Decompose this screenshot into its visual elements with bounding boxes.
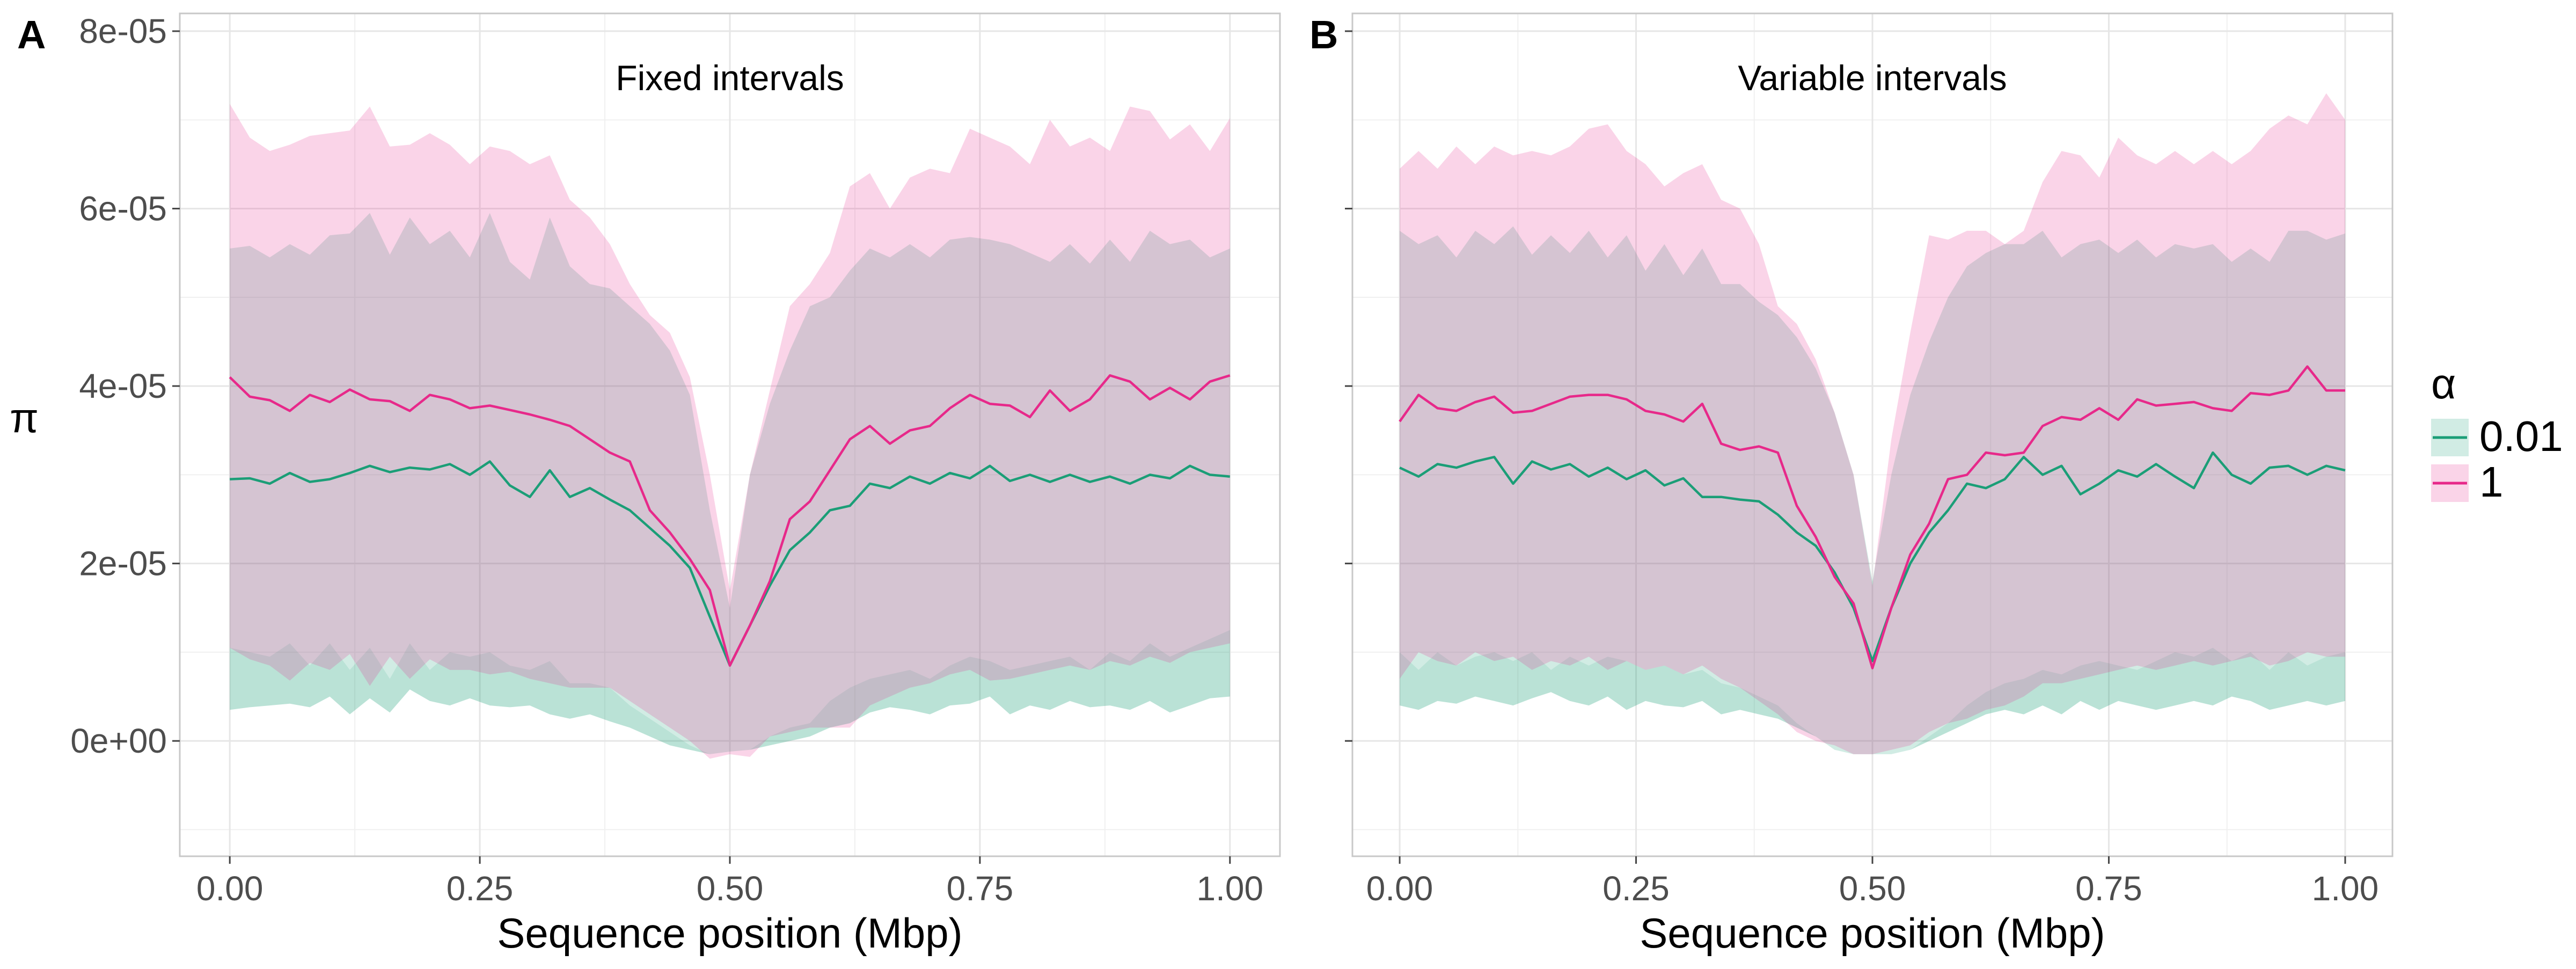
x-tick-label: 0.50 <box>697 869 764 908</box>
x-tick-label: 0.75 <box>2075 869 2142 908</box>
y-tick-label: 2e-05 <box>79 544 167 583</box>
y-tick-label: 8e-05 <box>79 12 167 50</box>
legend-title: α <box>2431 360 2456 407</box>
x-tick-label: 0.25 <box>1602 869 1670 908</box>
series-1-mean-line <box>229 374 1231 667</box>
y-tick-label: 0e+00 <box>70 722 167 760</box>
y-tick-label: 4e-05 <box>79 367 167 405</box>
legend-label: 0.01 <box>2479 412 2563 460</box>
panel-title: Variable intervals <box>1738 58 2007 98</box>
x-tick-label: 0.25 <box>447 869 514 908</box>
legend-item-1: 1 <box>2431 458 2504 506</box>
x-axis-label: Sequence position (Mbp) <box>497 909 962 957</box>
series-0_01-ribbon-lower-band <box>230 630 1230 754</box>
series-0_01-ribbon-lower-band <box>1400 647 2345 754</box>
y-tick-label: 6e-05 <box>79 190 167 228</box>
x-tick-label: 1.00 <box>2312 869 2379 908</box>
panel-b: 0.00 0.25 0.50 0.75 1.00 Variable intervals B S… <box>1309 12 2394 957</box>
legend: α 0.011 <box>2431 360 2563 506</box>
panel-tag: B <box>1309 12 1338 57</box>
series-0_01-ribbon <box>1400 226 2345 754</box>
panels: 0.00 0.25 0.50 0.75 1.00 8e-05 6e-05 4e-05 2e-05… <box>17 12 2394 957</box>
x-tick-label: 0.00 <box>1366 869 1433 908</box>
series-1-mean-line <box>1399 365 2345 669</box>
series-1-ribbon <box>230 104 1230 759</box>
legend-label: 1 <box>2479 458 2504 506</box>
panel-title: Fixed intervals <box>616 58 844 98</box>
x-tick-label: 0.75 <box>947 869 1014 908</box>
x-tick-label: 0.50 <box>1839 869 1906 908</box>
legend-item-0_01: 0.01 <box>2431 412 2563 460</box>
panel-a: 0.00 0.25 0.50 0.75 1.00 8e-05 6e-05 4e-05 2e-05… <box>17 12 1281 957</box>
x-axis-label: Sequence position (Mbp) <box>1640 909 2105 957</box>
legend-items: 0.011 <box>2431 412 2563 506</box>
series-0_01-ribbon <box>230 213 1230 754</box>
series-0_01-mean-line <box>1399 451 2346 662</box>
series-1-ribbon <box>1400 93 2345 754</box>
panel-tag: A <box>17 12 46 57</box>
y-axis-label: π <box>10 394 39 441</box>
x-tick-label: 1.00 <box>1197 869 1264 908</box>
x-tick-label: 0.00 <box>196 869 264 908</box>
